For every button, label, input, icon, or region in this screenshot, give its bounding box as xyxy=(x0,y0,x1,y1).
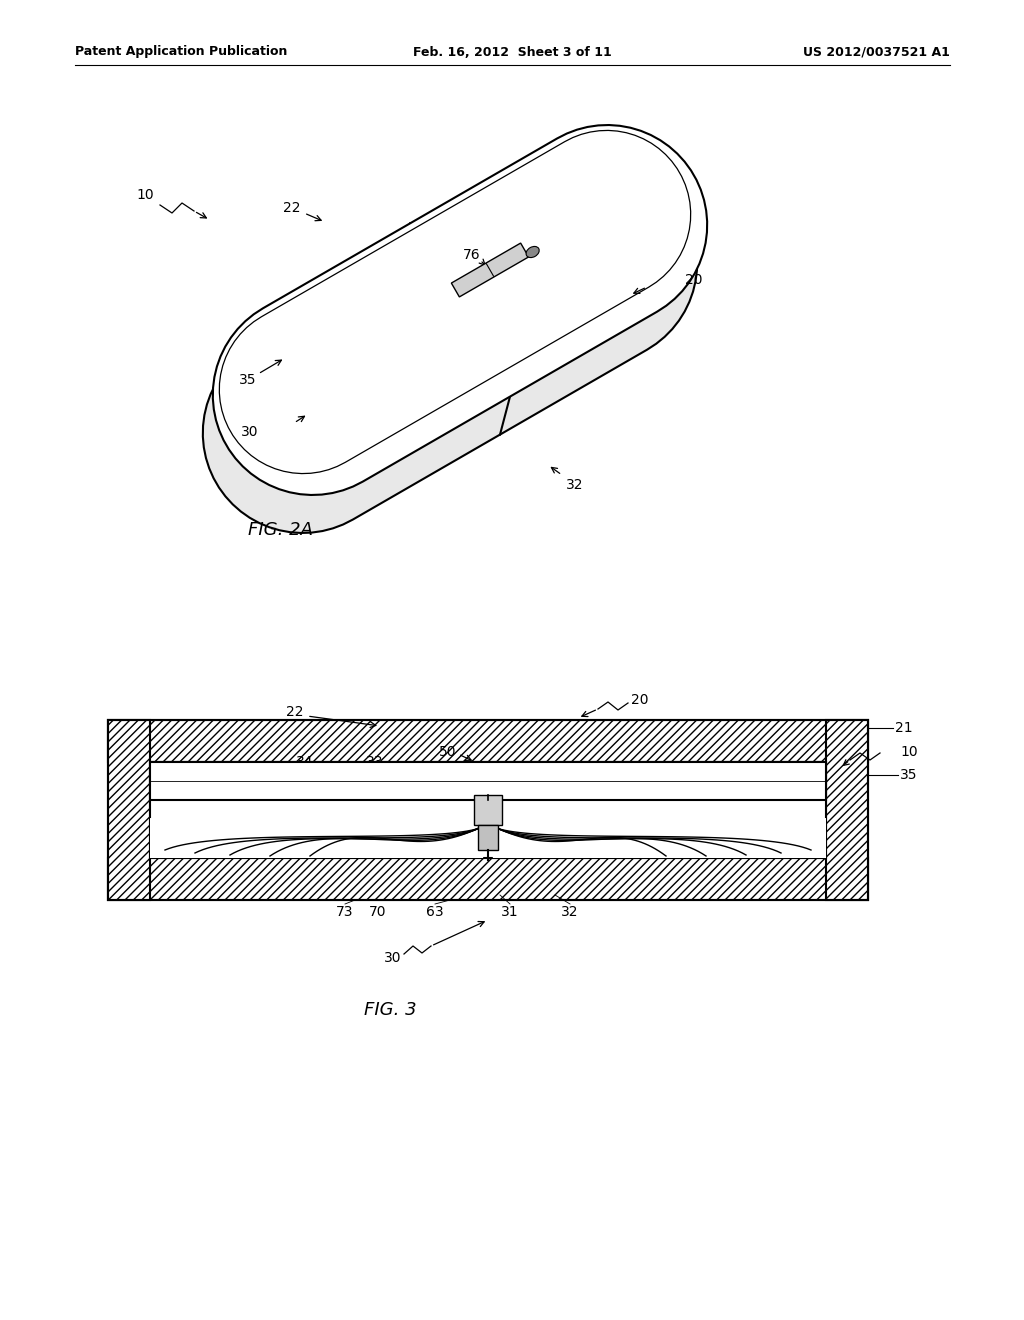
Polygon shape xyxy=(488,818,826,858)
Polygon shape xyxy=(150,818,488,858)
Text: 35: 35 xyxy=(900,768,918,781)
Text: 33: 33 xyxy=(367,755,384,770)
Polygon shape xyxy=(488,824,821,858)
Bar xyxy=(150,762,826,858)
Polygon shape xyxy=(155,824,488,858)
Text: 70: 70 xyxy=(370,906,387,919)
Text: 21: 21 xyxy=(895,721,912,735)
Polygon shape xyxy=(213,125,708,495)
Text: 20: 20 xyxy=(685,273,702,286)
Text: 20: 20 xyxy=(631,693,649,708)
Text: 76: 76 xyxy=(463,248,481,261)
Text: Patent Application Publication: Patent Application Publication xyxy=(75,45,288,58)
Ellipse shape xyxy=(526,247,540,257)
Text: FIG. 2A: FIG. 2A xyxy=(248,521,312,539)
Bar xyxy=(474,795,502,825)
Text: 10: 10 xyxy=(136,187,154,202)
Polygon shape xyxy=(203,162,697,533)
Text: 32: 32 xyxy=(566,478,584,492)
Text: 32: 32 xyxy=(561,906,579,919)
Text: 31: 31 xyxy=(501,906,519,919)
Text: 73: 73 xyxy=(336,906,353,919)
Text: 63: 63 xyxy=(426,906,443,919)
Text: 22: 22 xyxy=(284,201,301,215)
Text: 34: 34 xyxy=(296,755,313,770)
Text: US 2012/0037521 A1: US 2012/0037521 A1 xyxy=(803,45,950,58)
Text: 35: 35 xyxy=(240,374,257,387)
Bar xyxy=(150,762,826,800)
Polygon shape xyxy=(452,243,528,297)
Bar xyxy=(478,825,498,850)
Bar xyxy=(108,719,150,900)
Bar xyxy=(108,719,868,900)
Bar xyxy=(108,858,868,900)
Bar xyxy=(150,762,826,858)
Text: 10: 10 xyxy=(900,744,918,759)
Text: FIG. 3: FIG. 3 xyxy=(364,1001,417,1019)
Text: 50: 50 xyxy=(439,744,457,759)
Bar xyxy=(826,719,868,900)
Text: 22: 22 xyxy=(287,705,304,719)
Text: Feb. 16, 2012  Sheet 3 of 11: Feb. 16, 2012 Sheet 3 of 11 xyxy=(413,45,611,58)
Text: 30: 30 xyxy=(384,950,401,965)
Bar xyxy=(108,719,868,762)
Text: 30: 30 xyxy=(242,425,259,440)
